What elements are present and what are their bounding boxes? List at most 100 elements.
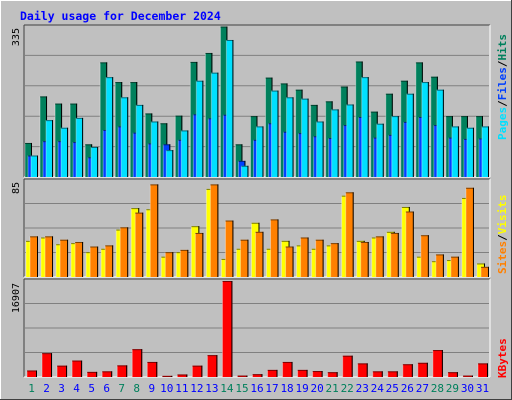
bar-sites-day-11 [179,249,189,277]
svg-text:Pages/Files/Hits: Pages/Files/Hits [496,34,509,140]
bar-kbytes-day-16 [251,374,263,377]
bar-sites-day-16-edge-dark [262,231,264,277]
bar-kbytes-day-23 [357,363,368,377]
bar-kbytes-day-18-fill [282,361,293,377]
bar-pages-day-26-edge-top [406,93,414,95]
bar-sites-day-21-fill [330,243,339,277]
bar-pages-day-19 [301,98,309,177]
day-label-13: 13 [205,382,218,395]
bar-kbytes-day-2 [41,353,53,377]
bar-pages-day-23 [361,77,369,177]
bar-kbytes-day-13-fill [207,355,218,377]
bar-sites-day-6-edge-top [105,245,114,247]
bar-pages-day-12-fill [196,80,204,177]
bar-pages-day-11-fill [181,130,189,177]
bar-kbytes-day-24-fill [372,371,383,377]
day-label-14: 14 [220,382,234,395]
bar-sites-day-29 [450,256,459,277]
bar-sites-day-28-fill [435,254,444,277]
bar-hits-day-31-edge-top [475,116,483,118]
bar-pages-day-6-edge-dark [112,77,114,177]
bar-pages-day-19-fill [301,98,309,177]
bar-kbytes-day-25-edge-top [387,371,398,373]
bar-sites-day-22-fill [345,192,354,277]
bar-kbytes-day-5-edge-dark [96,371,98,377]
bar-hits-day-4-fill [70,103,78,177]
bar-pages-day-30 [466,127,474,177]
bar-kbytes-day-21 [327,372,338,377]
legend-hits-files-pages: Pages/Files/Hits [496,34,509,140]
bar-pages-day-29 [451,126,459,177]
bar-sites-day-1-edge-dark [37,236,38,277]
bar-sites-day-10-edge-top [165,252,174,254]
bar-sites-day-4-edge-dark [82,241,84,277]
bar-kbytes-day-28-edge-top [432,350,443,352]
bar-hits-day-14-fill [220,26,228,177]
bar-visits-day-26-edge-top [401,206,410,208]
bar-kbytes-day-13-edge-top [207,355,218,357]
panel-sites-visits [23,178,491,278]
bar-kbytes-day-27-edge-dark [426,362,428,377]
bar-sites-day-12-edge-dark [202,232,204,277]
bar-sites-day-20 [315,239,324,277]
bar-kbytes-day-26-fill [402,364,413,377]
bar-visits-day-25-edge-top [386,231,395,233]
bar-sites-day-25-edge-top [390,232,399,234]
bar-hits-day-3-fill [55,103,63,177]
bar-sites-day-21-edge-dark [337,243,339,277]
bar-sites-day-1 [29,236,38,277]
day-label-11: 11 [175,382,188,395]
bar-kbytes-day-17 [267,369,278,377]
day-label-28: 28 [431,382,444,395]
bar-hits-day-15 [234,144,243,177]
bar-pages-day-24 [376,123,384,177]
bar-hits-day-10-edge-top [160,123,168,125]
bar-hits-day-19-edge-top [295,89,303,91]
bar-hits-day-14-edge-top [220,26,228,28]
bar-kbytes-day-3-edge-dark [66,365,68,377]
day-label-1: 1 [28,382,35,395]
bar-kbytes-day-19-fill [297,369,308,377]
bar-kbytes-day-4 [71,360,83,377]
bar-files-day-10-edge-top [163,144,171,146]
bar-sites-day-13-edge-top [210,184,219,186]
day-label-26: 26 [401,382,414,395]
ylabel-visits-max: 85 [11,182,22,194]
bar-sites-day-15-edge-top [240,239,249,241]
bar-sites-day-30-edge-top [465,187,474,189]
bar-kbytes-day-20-edge-top [312,371,323,373]
bar-pages-day-31-edge-dark [487,126,489,177]
bar-hits-day-16-edge-top [250,116,258,118]
bar-pages-day-17-edge-dark [277,90,279,177]
bar-pages-day-1-edge-dark [37,155,38,177]
bar-files-day-15-edge-top [238,160,246,162]
bar-pages-day-22-edge-top [346,104,354,106]
bar-kbytes-day-18 [282,361,293,377]
bar-kbytes-day-26-edge-dark [411,364,413,377]
bar-sites-day-3 [59,239,69,277]
bar-pages-day-30-edge-top [466,127,474,129]
day-labels: 1 2 3 4 5 6 7 8 9 10 11 12 13 14 15 16 17 18 19 20 21 22 23 24 2… [28,382,489,395]
bar-hits-day-2-fill [40,96,48,177]
legend-visits: Visits [496,195,509,235]
bar-kbytes-day-27-fill [417,362,428,377]
bar-pages-day-10-edge-dark [172,150,174,177]
bar-pages-day-1 [30,155,38,177]
bar-kbytes-day-23-edge-dark [366,363,368,377]
legend-hits: Hits [496,34,509,61]
bar-pages-day-18-fill [286,97,294,177]
bar-hits-day-15-edge-top [235,144,243,146]
bar-pages-day-22 [346,104,354,177]
bar-sites-day-22 [345,192,354,277]
bar-kbytes-day-29 [447,372,458,377]
bar-hits-day-6-fill [100,62,108,177]
bar-pages-day-19-edge-dark [307,98,309,177]
bar-pages-day-16-fill [256,126,264,177]
bar-pages-day-4-fill [76,117,84,177]
bar-pages-day-14-fill [226,39,234,177]
bar-sites-day-28-edge-dark [442,254,444,277]
bar-pages-day-15 [240,165,249,177]
bar-pages-day-4-edge-top [76,117,84,119]
legend-sep: / [496,234,509,241]
